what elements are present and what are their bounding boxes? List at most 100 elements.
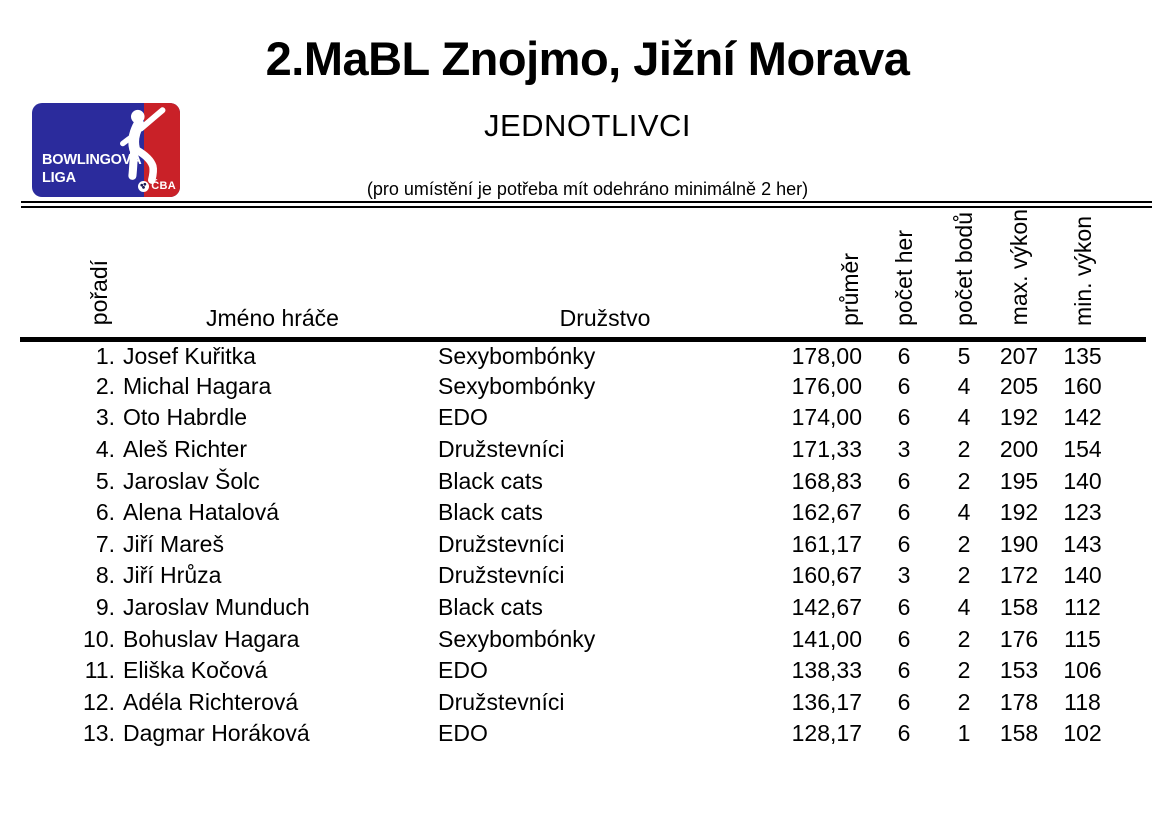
cell-max: 158 [999,594,1039,621]
table-row: 1. Josef Kuřitka Sexybombónky 178,00 6 5 207 13… [20,339,1146,371]
cell-min: 112 [1064,594,1101,621]
logo-wordmark: BOWLINGOVÁ LIGA [42,151,142,187]
cell-average: 161,17 [791,530,862,557]
cell-games: 6 [897,720,911,747]
spacer-cell [1115,718,1146,750]
cell-name: Adéla Richterová [123,688,299,715]
page-title: 2.MaBL Znojmo, Jižní Morava [265,32,910,85]
cell-name: Jaroslav Šolc [123,467,260,494]
cell-games: 6 [897,625,911,652]
cell-name: Jiří Hrůza [123,562,222,589]
cell-games: 6 [897,594,911,621]
table-row: 12. Adéla Richterová Družstevníci 136,17 6 2 1… [20,687,1146,719]
cell-games: 6 [897,499,911,526]
cell-max: 192 [999,404,1039,431]
spacer-cell [1115,371,1146,403]
cell-name: Bohuslav Hagara [123,625,300,652]
cell-rank: 8. [95,562,115,589]
cell-average: 162,67 [791,499,862,526]
cell-min: 154 [1063,436,1102,463]
cell-rank: 1. [95,342,115,369]
header-team: Družstvo [559,304,651,331]
cell-max: 190 [999,530,1039,557]
cell-team: Družstevníci [438,688,565,715]
spacer-cell [1115,687,1146,719]
cell-rank: 6. [95,499,115,526]
cell-rank: 4. [95,436,115,463]
cell-min: 102 [1063,720,1102,747]
header-rank: pořadí [86,260,112,326]
cell-min: 140 [1063,467,1102,494]
cell-points: 4 [957,499,971,526]
cell-team: Družstevníci [438,562,565,589]
cell-min: 140 [1063,562,1102,589]
cell-average: 174,00 [791,404,862,431]
cell-name: Dagmar Horáková [123,720,310,747]
cba-label: ČBA [151,180,176,192]
cell-average: 138,33 [791,657,862,684]
cell-rank: 13. [83,720,115,747]
logo-text-line2: LIGA [42,170,76,186]
spacer-cell [1115,434,1146,466]
cba-ball-icon [138,180,150,192]
spacer-cell [1115,497,1146,529]
cell-average: 171,33 [791,436,862,463]
cell-average: 128,17 [791,720,862,747]
cell-min: 118 [1064,688,1101,715]
header-player-name: Jméno hráče [206,304,339,331]
cell-min: 143 [1063,530,1102,557]
header-min-score: min. výkon [1069,215,1096,326]
table-row: 3. Oto Habrdle EDO 174,00 6 4 192 142 [20,402,1146,434]
cell-max: 200 [999,436,1039,463]
cell-min: 106 [1063,657,1102,684]
header-average: průměr [837,252,863,326]
cell-team: Družstevníci [438,530,565,557]
cell-points: 1 [957,720,971,747]
cell-team: Black cats [438,499,543,526]
cell-average: 160,67 [791,562,862,589]
cell-name: Jiří Mareš [123,530,224,557]
header-games-count: počet her [891,229,917,326]
cell-max: 153 [999,657,1039,684]
cell-min: 115 [1064,625,1101,652]
cell-games: 6 [897,342,911,369]
cell-max: 158 [999,720,1039,747]
cell-min: 160 [1063,372,1102,399]
spacer-cell [1115,592,1146,624]
spacer-cell [1115,560,1146,592]
table-row: 4. Aleš Richter Družstevníci 171,33 3 2 200 154 [20,434,1146,466]
cell-rank: 7. [95,530,115,557]
header-spacer [1115,208,1146,342]
qualification-note: (pro umístění je potřeba mít odehráno mi… [366,179,809,199]
cell-points: 4 [957,372,971,399]
cell-average: 142,67 [791,594,862,621]
cell-rank: 12. [83,688,115,715]
cell-rank: 9. [95,594,115,621]
table-row: 9. Jaroslav Munduch Black cats 142,67 6 4 158 1… [20,592,1146,624]
spacer-cell [1115,623,1146,655]
cell-min: 142 [1063,404,1102,431]
double-rule [21,201,1152,208]
cell-points: 2 [957,625,971,652]
cell-max: 195 [999,467,1039,494]
table-row: 10. Bohuslav Hagara Sexybombónky 141,00 6 2 17… [20,623,1146,655]
cell-rank: 2. [95,372,115,399]
cell-max: 205 [999,372,1039,399]
cell-name: Aleš Richter [123,436,247,463]
cell-min: 135 [1063,342,1102,369]
cell-team: Družstevníci [438,436,565,463]
spacer-cell [1115,339,1146,371]
cell-max: 178 [999,688,1039,715]
cell-games: 3 [897,436,911,463]
bowler-icon [120,107,166,184]
cell-points: 2 [957,436,971,463]
cell-team: Sexybombónky [438,342,596,369]
standings-table: pořadí Jméno hráče Družstvo průměr počet… [20,208,1146,750]
cell-games: 6 [897,467,911,494]
cell-name: Eliška Kočová [123,657,268,684]
cell-points: 2 [957,657,971,684]
cba-badge: ČBA [138,180,176,192]
cell-max: 207 [999,342,1039,369]
cell-points: 4 [957,594,971,621]
